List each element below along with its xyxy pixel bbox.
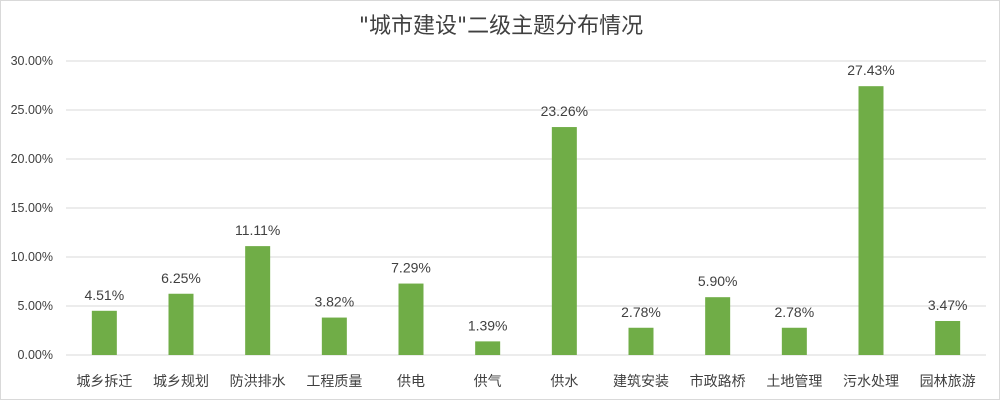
category-label: 供水 — [550, 374, 578, 390]
data-label: 23.26% — [541, 103, 588, 119]
category-label: 防洪排水 — [230, 374, 286, 390]
bar — [858, 86, 884, 355]
bar — [781, 327, 807, 355]
data-label: 7.29% — [391, 260, 431, 276]
y-axis-ticks: 0.00% 5.00% 10.00% 15.00% 20.00% 25.00% 30.00% — [11, 54, 53, 362]
gridlines — [66, 60, 986, 356]
y-tick-label: 10.00% — [11, 250, 53, 264]
category-label: 供电 — [397, 374, 425, 390]
category-label: 土地管理 — [766, 374, 822, 390]
bar — [935, 320, 961, 355]
y-tick-label: 0.00% — [18, 348, 53, 362]
data-labels: 4.51% 6.25% 11.11% 3.82% 7.29% 1.39% 23.26% 2.7… — [84, 62, 967, 333]
bar — [705, 297, 731, 355]
y-tick-label: 5.00% — [18, 299, 53, 313]
data-label: 27.43% — [847, 62, 894, 78]
y-tick-label: 15.00% — [11, 201, 53, 215]
bar — [398, 283, 424, 355]
bars — [91, 86, 961, 355]
data-label: 1.39% — [468, 317, 508, 333]
bar — [628, 327, 654, 355]
category-label: 城乡拆迁 — [76, 374, 132, 390]
data-label: 4.51% — [84, 287, 124, 303]
data-label: 5.90% — [698, 273, 738, 289]
category-label: 建筑安装 — [613, 374, 669, 390]
data-label: 6.25% — [161, 270, 201, 286]
x-axis-categories: 城乡拆迁 城乡规划 防洪排水 工程质量 供电 供气 供水 建筑安装 市政路桥 土地管理 污水处理 园林… — [76, 373, 975, 390]
bar — [475, 341, 501, 355]
category-label: 市政路桥 — [690, 373, 746, 390]
bar — [551, 127, 577, 355]
category-label: 污水处理 — [843, 374, 899, 390]
bar — [168, 293, 194, 355]
bar — [91, 310, 117, 355]
category-label: 城乡规划 — [153, 374, 209, 390]
bar — [321, 317, 347, 355]
chart-title: "城市建设"二级主题分布情况 — [359, 14, 643, 39]
y-tick-label: 20.00% — [11, 152, 53, 166]
data-label: 3.82% — [314, 294, 354, 310]
category-label: 供气 — [474, 374, 502, 390]
y-tick-label: 30.00% — [11, 54, 53, 68]
data-label: 11.11% — [235, 222, 280, 238]
category-label: 园林旅游 — [920, 374, 976, 390]
data-label: 3.47% — [928, 297, 968, 313]
bar — [245, 246, 271, 355]
data-label: 2.78% — [774, 304, 814, 320]
data-label: 2.78% — [621, 304, 661, 320]
category-label: 工程质量 — [306, 374, 362, 390]
y-tick-label: 25.00% — [11, 103, 53, 117]
